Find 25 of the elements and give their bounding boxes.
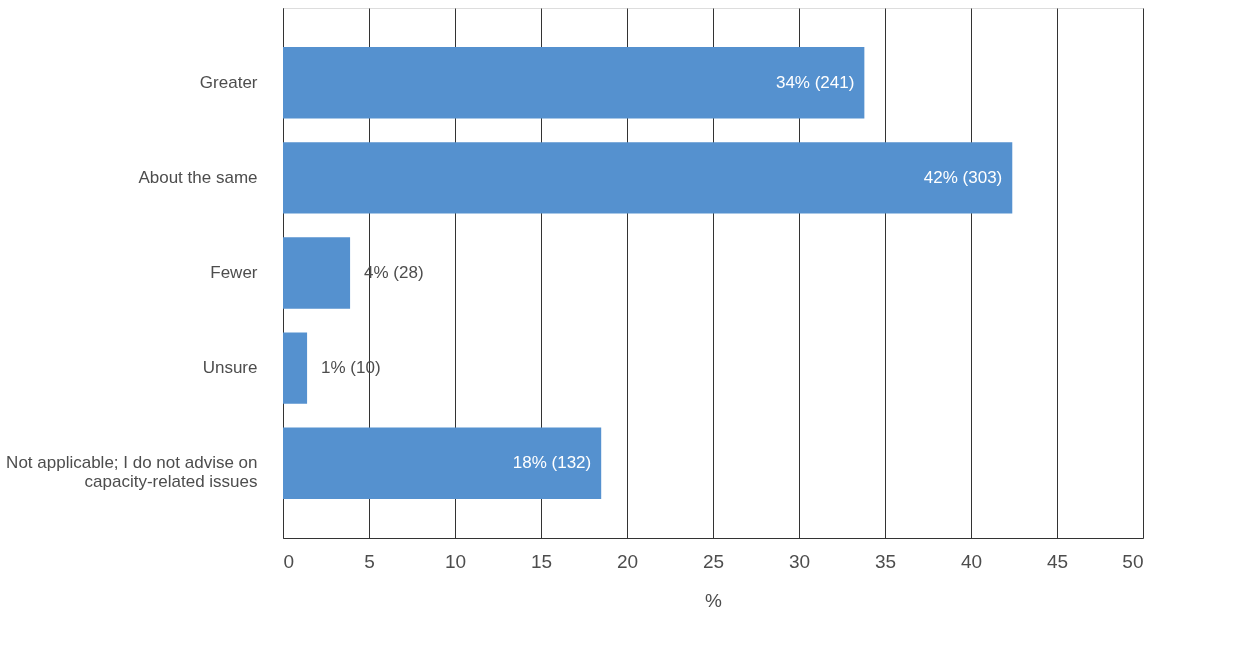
x-tick-label: 5: [364, 550, 375, 572]
x-tick-label: 10: [444, 550, 467, 572]
x-tick-label: 25: [702, 550, 725, 572]
x-tick-label: 15: [530, 550, 553, 572]
x-tick-label: 45: [1046, 550, 1069, 572]
x-tick-label: 35: [874, 550, 897, 572]
bar: [283, 427, 602, 499]
y-tick-label: Unsure: [202, 358, 258, 378]
x-tick-label: 40: [960, 550, 983, 572]
bar: [283, 332, 308, 404]
bar: [283, 142, 1013, 214]
x-axis-title: %: [705, 589, 723, 611]
y-tick-label: About the same: [138, 167, 258, 187]
x-tick-label: 20: [616, 550, 639, 572]
data-label: 34% (241): [775, 72, 855, 92]
y-tick-label: Fewer: [210, 263, 258, 282]
data-label: 18% (132): [512, 453, 592, 473]
data-label: 42% (303): [923, 167, 1003, 187]
bar: [283, 237, 351, 309]
bar: [283, 47, 865, 119]
x-tick-label: 50: [1122, 550, 1144, 572]
x-tick-label: 30: [788, 550, 811, 572]
x-tick-label: 0: [283, 550, 295, 572]
y-tick-label: Greater: [199, 72, 258, 92]
y-tick-label: Not applicable; I do not advise on capacity-related issues: [6, 453, 258, 492]
